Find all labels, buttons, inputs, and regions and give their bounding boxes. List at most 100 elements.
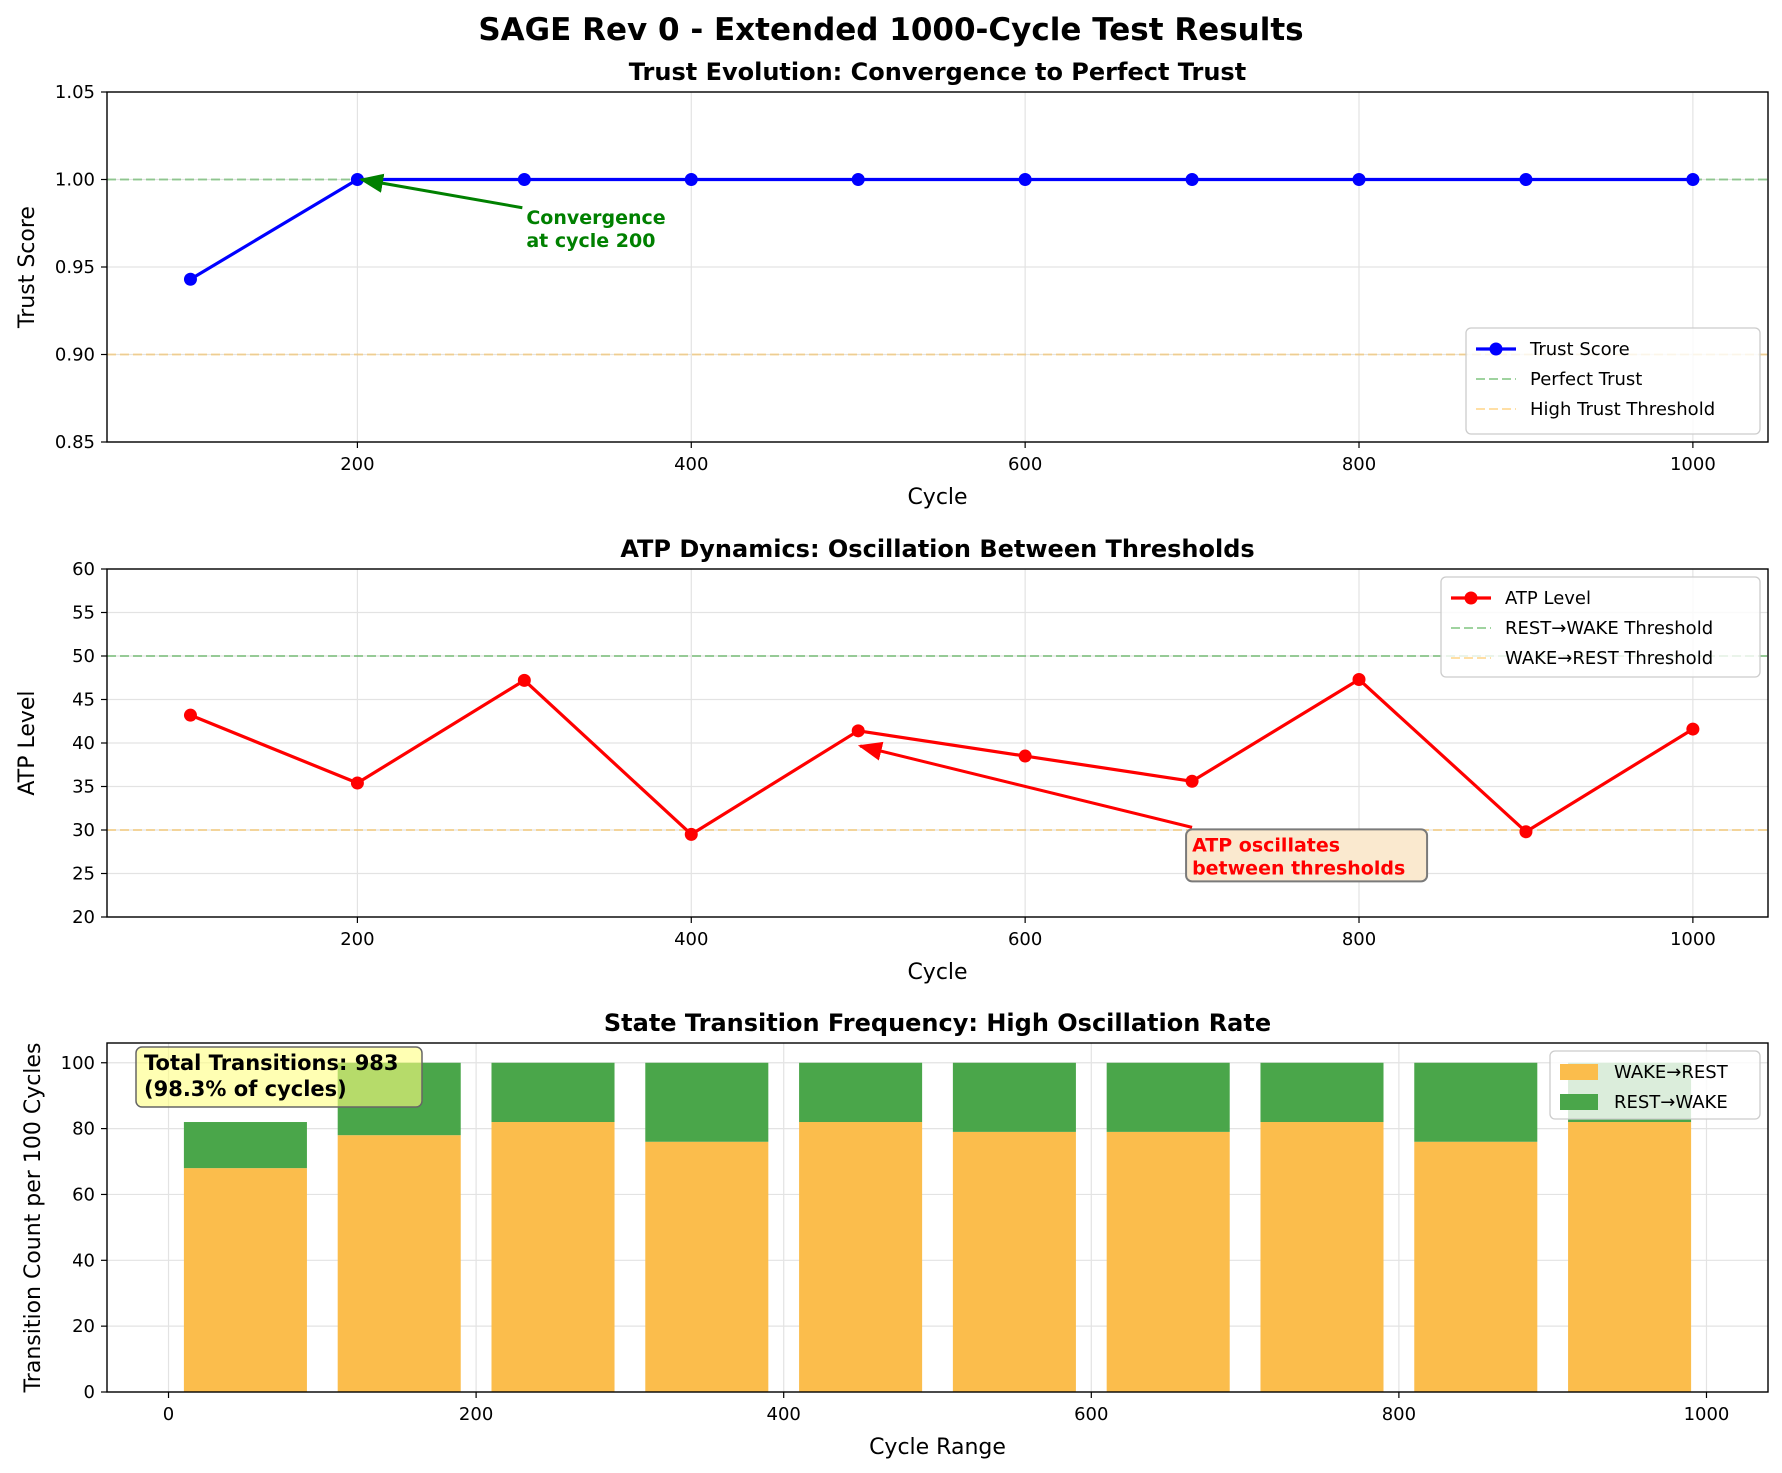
y-tick-label: 35 [72,777,95,798]
bar-wake-rest [799,1122,923,1392]
y-tick-label: 20 [72,907,95,928]
x-tick-label: 600 [1008,929,1042,950]
y-tick-label: 0.95 [55,257,95,278]
bar-wake-rest [645,1141,769,1392]
bar-rest-wake [799,1062,923,1123]
data-point [517,173,531,186]
legend-box [1549,1050,1761,1120]
data-point [1185,173,1199,186]
legend-label: WAKE→REST Threshold [1505,648,1713,669]
y-tick-label: 25 [72,864,95,885]
x-tick-label: 1000 [1670,454,1716,475]
data-point [517,673,531,687]
x-tick-label: 0 [163,1404,174,1425]
y-tick-label: 80 [72,1119,95,1140]
legend-label: ATP Level [1505,588,1591,609]
legend-label: Trust Score [1529,339,1630,360]
bar-rest-wake [491,1062,615,1123]
legend-label: REST→WAKE [1614,1092,1728,1113]
legend: WAKE→REST REST→WAKE [1549,1050,1761,1120]
annotation-arrow [857,741,1193,829]
data-point [1519,173,1533,186]
y-axis-label: ATP Level [15,690,40,795]
chart-title: Trust Evolution: Convergence to Perfect … [629,58,1246,86]
data-point [1018,749,1032,763]
series-line [189,677,1694,836]
y-tick-label: 100 [61,1053,95,1074]
data-point [851,173,865,186]
y-tick-label: 40 [72,733,95,754]
data-point [851,724,865,738]
data-point [684,827,698,841]
y-tick-label: 20 [72,1316,95,1337]
legend-box [1465,327,1761,435]
x-axis-label: Cycle [907,485,967,510]
chart-title: ATP Dynamics: Oscillation Between Thresh… [620,535,1254,563]
data-point [183,272,197,286]
x-tick-label: 800 [1342,929,1376,950]
bar-wake-rest [491,1122,615,1392]
bar-rest-wake [183,1122,307,1169]
annotation-text: ATP oscillates [1192,834,1340,856]
chart-panel-2: 200 400 600 800 1000 20 25 30 35 40 45 50 55 60 ATP Dy… [15,535,1769,985]
bar-rest-wake [1260,1062,1384,1123]
x-tick-label: 1000 [1684,1404,1730,1425]
data-point [1352,672,1366,686]
legend-swatch-patch [1560,1094,1598,1110]
y-tick-label: 0.85 [55,432,95,453]
legend-label: Perfect Trust [1530,369,1642,390]
legend-swatch-marker [1489,342,1503,356]
summary-text: Total Transitions: 983 [144,1051,399,1075]
legend-swatch-marker [1464,591,1478,605]
x-tick-label: 400 [674,454,708,475]
data-point [1686,173,1700,186]
bar-rest-wake [952,1062,1076,1132]
data-point [1352,173,1366,186]
x-tick-label: 600 [1074,1404,1108,1425]
bar-rest-wake [1106,1062,1230,1132]
y-tick-label: 60 [72,559,95,580]
bar-wake-rest [1260,1122,1384,1392]
data-point [1686,722,1700,736]
annotation-text: Convergence [526,207,665,229]
y-axis-label: Trust Score [15,206,40,329]
y-tick-label: 30 [72,820,95,841]
bar-wake-rest [1414,1141,1538,1392]
annotation-box [1185,828,1429,883]
annotation-text: between thresholds [1192,857,1405,879]
bar-rest-wake [1414,1062,1538,1142]
bar-wake-rest [1568,1122,1692,1392]
x-tick-label: 200 [340,929,374,950]
bar-wake-rest [1106,1131,1230,1392]
y-tick-label: 0 [84,1382,95,1403]
y-tick-label: 60 [72,1184,95,1205]
x-tick-label: 400 [674,929,708,950]
summary-box [135,1046,423,1108]
legend-label: REST→WAKE Threshold [1505,618,1713,639]
bar-wake-rest [183,1168,307,1392]
plot-frame [106,1042,1769,1393]
bar-wake-rest [952,1131,1076,1392]
legend-swatch-patch [1560,1064,1598,1080]
summary-text: (98.3% of cycles) [144,1077,347,1101]
y-tick-label: 55 [72,603,95,624]
y-tick-label: 40 [72,1250,95,1271]
legend: Trust Score Perfect Trust High Trust Thres… [1465,327,1761,435]
data-point [1185,774,1199,788]
annotation-text: at cycle 200 [526,230,655,252]
y-tick-label: 1.05 [55,82,95,103]
figure-suptitle: SAGE Rev 0 - Extended 1000-Cycle Test Re… [478,12,1303,48]
legend-label: WAKE→REST [1614,1062,1729,1083]
x-tick-label: 800 [1382,1404,1416,1425]
x-tick-label: 1000 [1670,929,1716,950]
chart-panel-1: 200 400 600 800 1000 0.85 0.90 0.95 1.00 1.05 Trus… [15,58,1769,510]
y-tick-label: 0.90 [55,345,95,366]
data-point [183,708,197,722]
y-tick-label: 45 [72,690,95,711]
x-axis-label: Cycle [907,960,967,985]
series-line [189,177,1693,281]
y-tick-label: 1.00 [55,170,95,191]
chart-panel-3: 0 200 400 600 800 1000 0 20 40 60 80 100 State Trans… [21,1009,1769,1460]
legend: ATP Level REST→WAKE Threshold WAKE→REST Th… [1440,576,1761,678]
